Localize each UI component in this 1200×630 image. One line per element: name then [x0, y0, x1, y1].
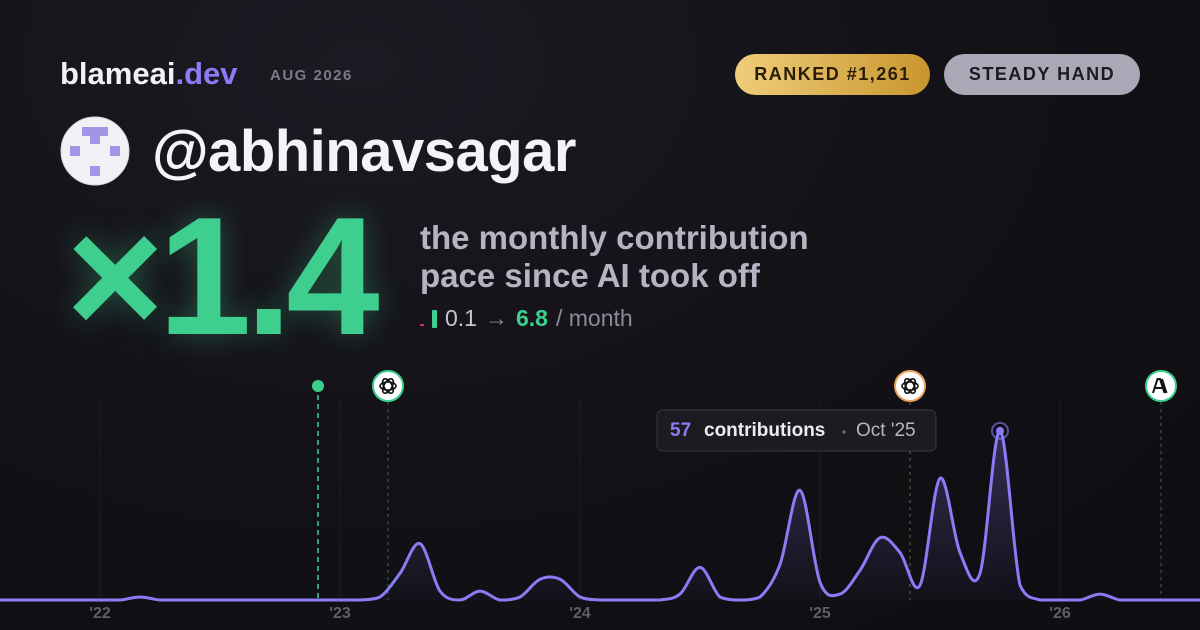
period: AUG 2026: [270, 67, 353, 84]
brand: blameai.dev: [60, 56, 237, 92]
spark-before: [420, 324, 424, 326]
avatar: [60, 116, 130, 186]
anthropic-icon: [1145, 370, 1177, 402]
pace-from: 0.1: [445, 305, 477, 331]
spark-after: [432, 309, 437, 328]
openai-icon: [372, 370, 404, 402]
area: [0, 430, 1200, 600]
multiplier: ×1.4: [66, 182, 380, 370]
pace: 0.1 → 6.8 / month: [420, 305, 633, 332]
description-line: pace since AI took off: [420, 257, 760, 294]
x-tick-label: '24: [569, 605, 591, 622]
username: @abhinavsagar: [152, 119, 577, 184]
rank-badge: RANKED #1,261: [735, 54, 930, 95]
line: [0, 429, 1200, 602]
tooltip-date: Oct '25: [856, 420, 916, 441]
pace-arrow: →: [484, 305, 508, 331]
tooltip-label: contributions: [704, 420, 825, 441]
separator: [842, 430, 846, 434]
description-line: the monthly contribution: [420, 219, 809, 256]
pace-to: 6.8: [515, 305, 548, 331]
peak-dot: [996, 426, 1004, 435]
event-dot: [312, 380, 324, 392]
description: the monthly contribution pace since AI to…: [420, 219, 809, 295]
peak-ring: [991, 421, 1009, 440]
pace-unit: / month: [555, 305, 633, 331]
openai-icon: [894, 370, 926, 402]
brand-tld: .dev: [175, 56, 238, 91]
x-tick-label: '22: [89, 605, 111, 622]
tooltip-value: 57: [670, 420, 691, 441]
x-tick-label: '23: [329, 605, 351, 622]
brand-name: blameai: [60, 56, 176, 91]
style-badge: STEADY HAND: [944, 54, 1140, 95]
tooltip: 57 contributions Oct '25: [656, 409, 937, 452]
x-tick-label: '25: [809, 605, 831, 622]
x-tick-label: '26: [1049, 605, 1071, 622]
